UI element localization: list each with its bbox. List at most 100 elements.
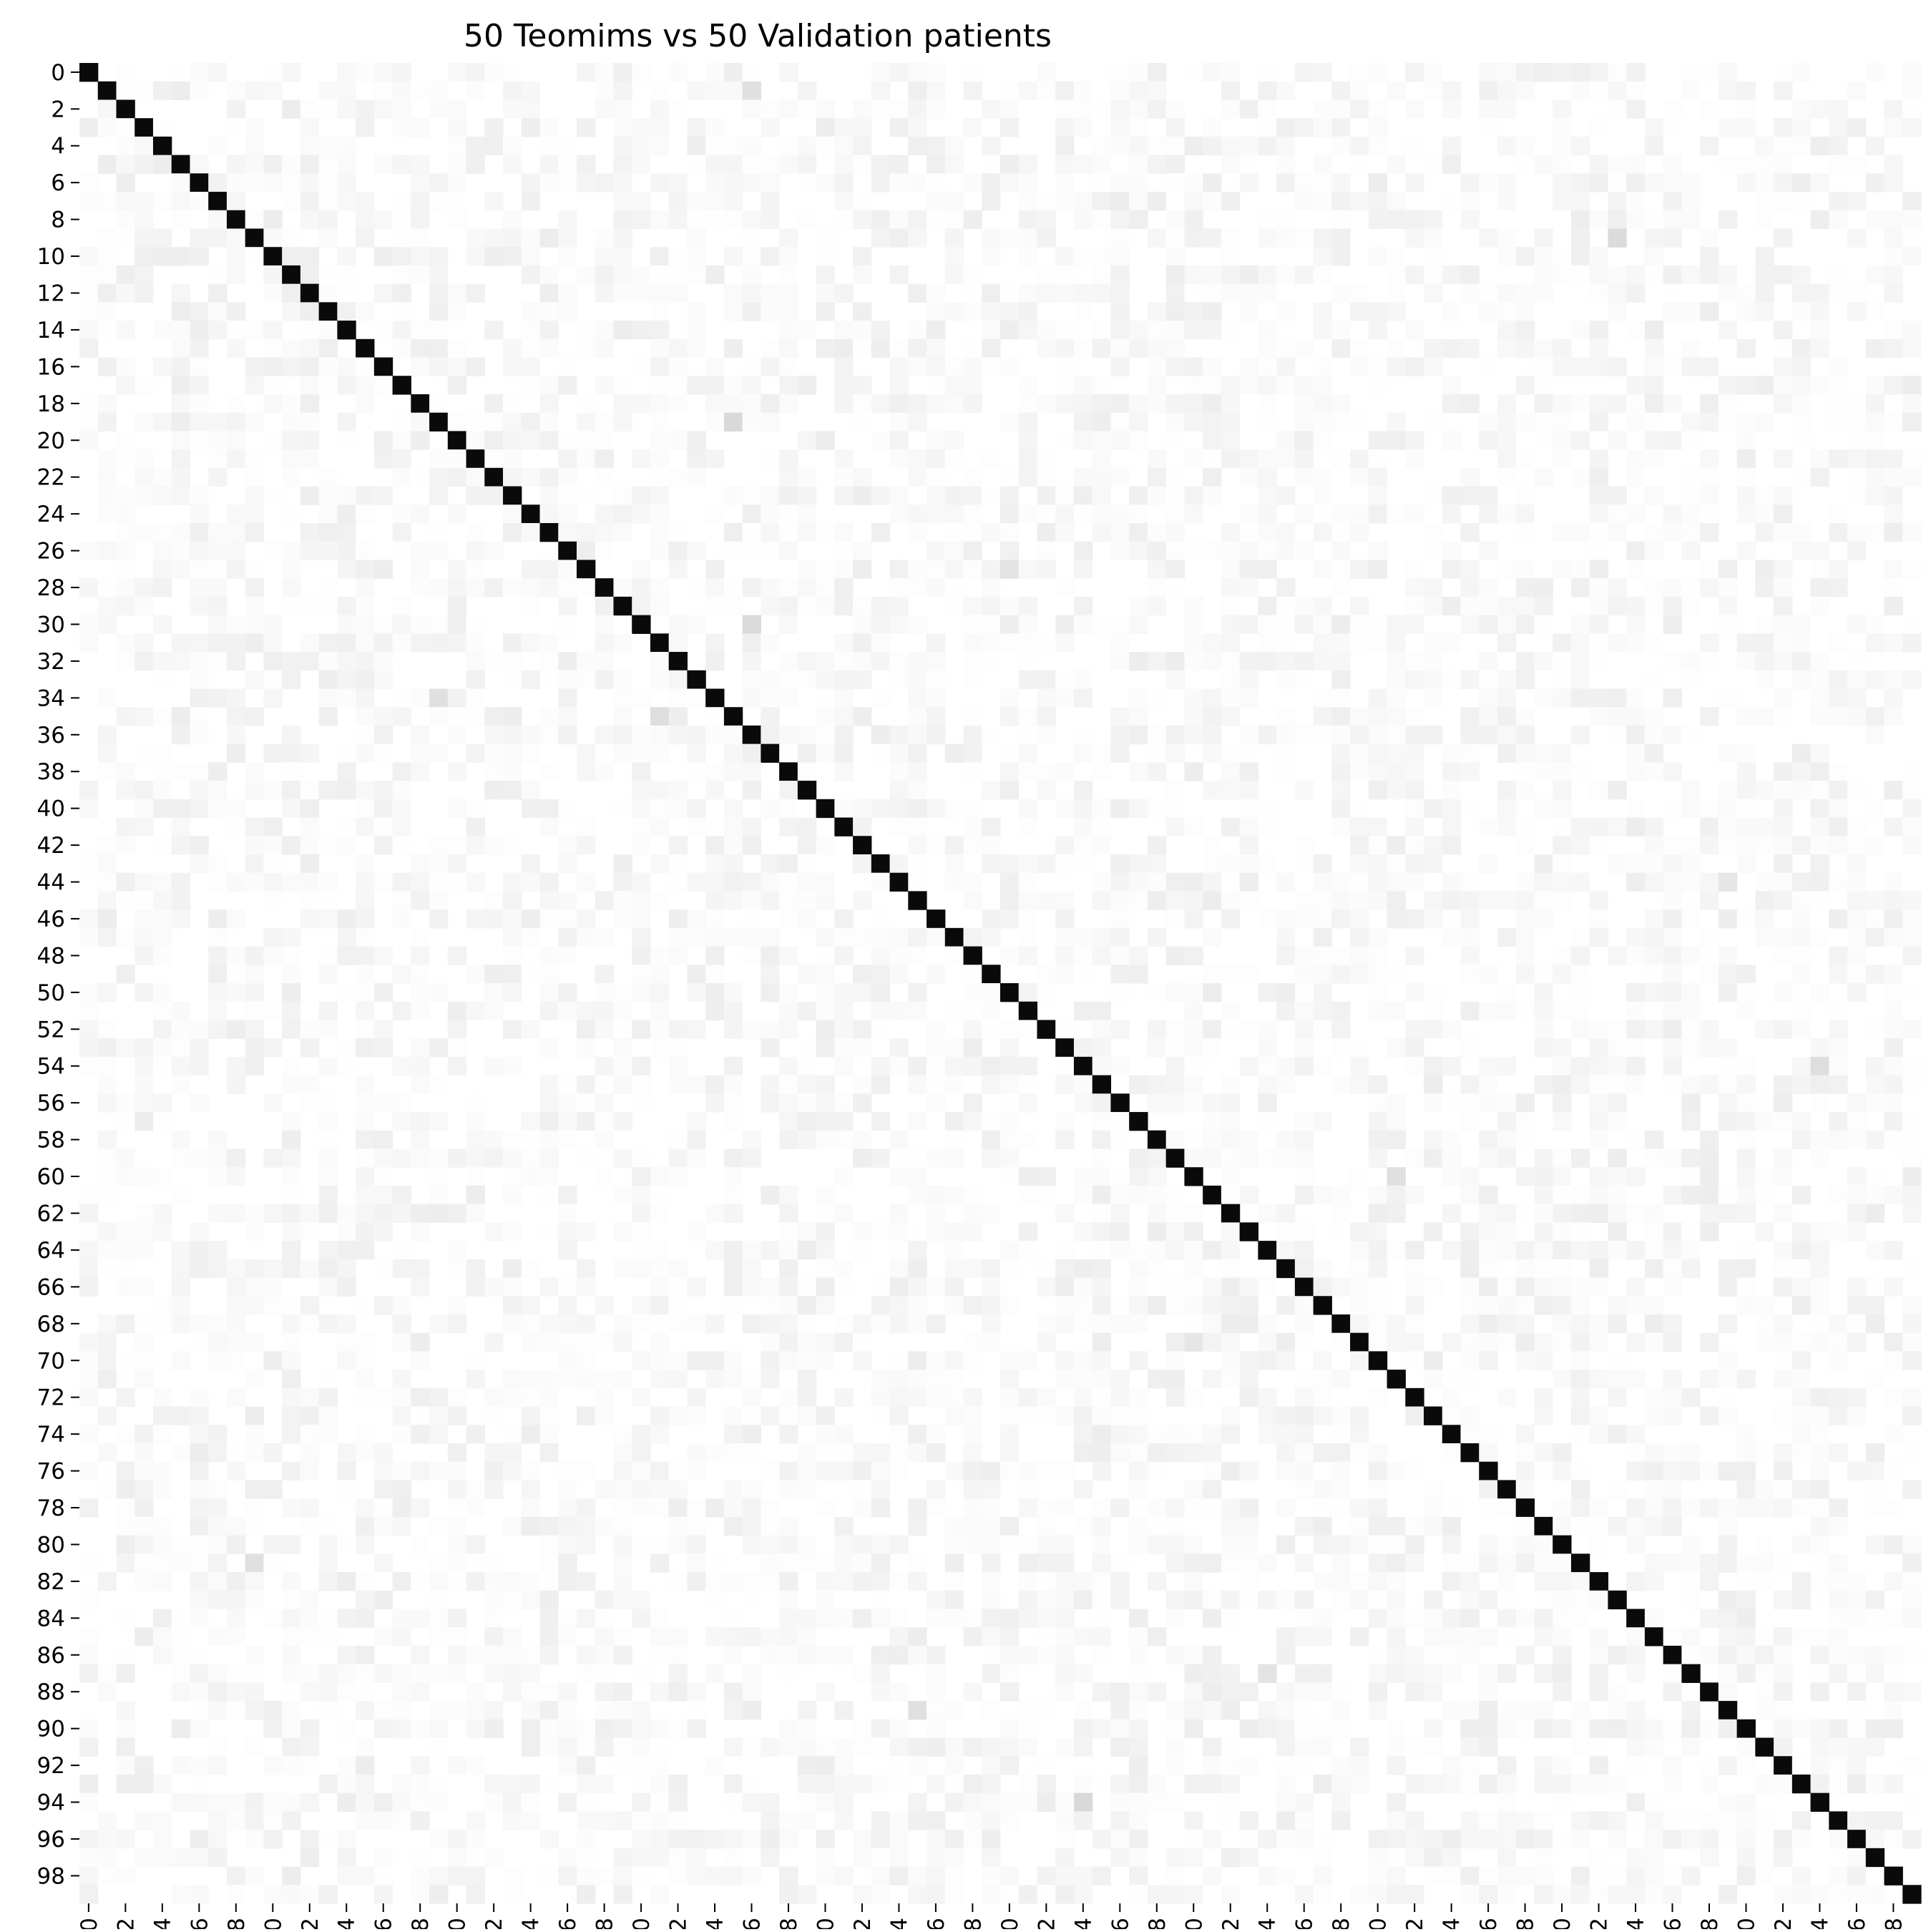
heatmap-cell bbox=[1442, 633, 1462, 653]
heatmap-cell bbox=[834, 338, 854, 358]
heatmap-cell bbox=[779, 449, 798, 469]
heatmap-cell bbox=[1644, 633, 1664, 653]
heatmap-cell bbox=[1258, 99, 1277, 119]
heatmap-cell bbox=[1313, 1259, 1332, 1279]
heatmap-cell bbox=[447, 688, 467, 708]
heatmap-cell bbox=[927, 836, 946, 855]
heatmap-cell bbox=[356, 965, 375, 984]
heatmap-cell bbox=[650, 1204, 670, 1223]
heatmap-cell bbox=[761, 1314, 780, 1334]
heatmap-cell bbox=[337, 431, 356, 450]
heatmap-cell bbox=[1000, 1167, 1020, 1186]
heatmap-cell bbox=[668, 799, 688, 819]
heatmap-cell bbox=[503, 523, 522, 542]
heatmap-cell bbox=[1774, 1167, 1793, 1186]
heatmap-cell bbox=[135, 1332, 154, 1352]
heatmap-cell bbox=[1681, 431, 1701, 450]
heatmap-cell bbox=[1129, 1351, 1148, 1370]
heatmap-cell bbox=[337, 781, 356, 800]
heatmap-cell bbox=[687, 247, 706, 266]
heatmap-cell bbox=[558, 283, 577, 303]
heatmap-cell bbox=[1810, 541, 1829, 561]
heatmap-cell bbox=[613, 1498, 632, 1518]
heatmap-cell bbox=[1589, 321, 1609, 340]
heatmap-cell bbox=[1497, 228, 1517, 248]
heatmap-cell bbox=[908, 1277, 927, 1297]
heatmap-cell bbox=[79, 633, 99, 653]
heatmap-cell bbox=[337, 357, 356, 376]
heatmap-cell bbox=[1424, 81, 1443, 101]
heatmap-cell bbox=[1700, 652, 1719, 671]
heatmap-cell bbox=[723, 338, 743, 358]
heatmap-cell bbox=[1350, 560, 1369, 579]
heatmap-cell bbox=[668, 1480, 688, 1499]
heatmap-cell bbox=[97, 578, 117, 597]
heatmap-cell bbox=[1479, 283, 1498, 303]
heatmap-cell bbox=[356, 1425, 375, 1444]
heatmap-cell bbox=[1110, 63, 1130, 82]
heatmap-cell bbox=[1368, 192, 1388, 211]
heatmap-cell bbox=[1387, 338, 1406, 358]
heatmap-cell bbox=[152, 983, 172, 1002]
heatmap-cell bbox=[429, 523, 449, 542]
heatmap-cell bbox=[411, 633, 430, 653]
heatmap-cell bbox=[687, 1222, 706, 1241]
heatmap-cell bbox=[1626, 743, 1646, 763]
heatmap-cell bbox=[1902, 1351, 1922, 1370]
heatmap-cell bbox=[705, 596, 725, 616]
heatmap-cell bbox=[1884, 155, 1903, 174]
heatmap-cell bbox=[1608, 1241, 1627, 1260]
heatmap-cell bbox=[595, 596, 615, 616]
diagonal-cell bbox=[1294, 1277, 1314, 1297]
heatmap-cell bbox=[908, 707, 927, 726]
heatmap-cell bbox=[1902, 467, 1922, 487]
heatmap-cell bbox=[963, 1296, 982, 1315]
heatmap-cell bbox=[1460, 173, 1480, 192]
heatmap-cell bbox=[1129, 762, 1148, 781]
heatmap-cell bbox=[521, 431, 541, 450]
heatmap-cell bbox=[632, 283, 651, 303]
heatmap-cell bbox=[1774, 1461, 1793, 1481]
heatmap-cell bbox=[484, 725, 504, 745]
heatmap-cell bbox=[282, 302, 301, 321]
heatmap-cell bbox=[576, 394, 596, 414]
heatmap-cell bbox=[1092, 449, 1112, 469]
heatmap-cell bbox=[503, 1148, 522, 1168]
heatmap-cell bbox=[1791, 836, 1812, 855]
heatmap-cell bbox=[632, 560, 651, 579]
heatmap-cell bbox=[411, 762, 430, 781]
heatmap-cell bbox=[1700, 560, 1719, 579]
heatmap-cell bbox=[1534, 338, 1553, 358]
heatmap-cell bbox=[1791, 891, 1812, 910]
heatmap-cell bbox=[1553, 357, 1572, 376]
heatmap-cell bbox=[1000, 504, 1020, 524]
heatmap-cell bbox=[1829, 376, 1848, 395]
heatmap-cell bbox=[1791, 338, 1812, 358]
heatmap-cell bbox=[834, 688, 854, 708]
heatmap-cell bbox=[1442, 376, 1462, 395]
heatmap-cell bbox=[521, 872, 541, 892]
heatmap-cell bbox=[853, 560, 872, 579]
heatmap-cell bbox=[245, 762, 264, 781]
heatmap-cell bbox=[1110, 523, 1130, 542]
heatmap-cell bbox=[1405, 1332, 1424, 1352]
heatmap-cell bbox=[97, 762, 117, 781]
heatmap-cell bbox=[1368, 762, 1388, 781]
heatmap-cell bbox=[373, 1020, 393, 1039]
heatmap-cell bbox=[1460, 1185, 1480, 1205]
heatmap-cell bbox=[853, 1314, 872, 1334]
heatmap-cell bbox=[723, 486, 743, 505]
heatmap-cell bbox=[1313, 376, 1332, 395]
heatmap-cell bbox=[908, 1498, 927, 1518]
heatmap-cell bbox=[282, 449, 301, 469]
heatmap-cell bbox=[1055, 431, 1075, 450]
heatmap-cell bbox=[1589, 1425, 1609, 1444]
heatmap-cell bbox=[1774, 357, 1793, 376]
heatmap-cell bbox=[447, 376, 467, 395]
heatmap-cell bbox=[1791, 136, 1812, 156]
heatmap-cell bbox=[392, 1259, 411, 1279]
heatmap-cell bbox=[226, 817, 246, 836]
heatmap-cell bbox=[356, 633, 375, 653]
heatmap-cell bbox=[337, 817, 356, 836]
heatmap-cell bbox=[558, 431, 577, 450]
